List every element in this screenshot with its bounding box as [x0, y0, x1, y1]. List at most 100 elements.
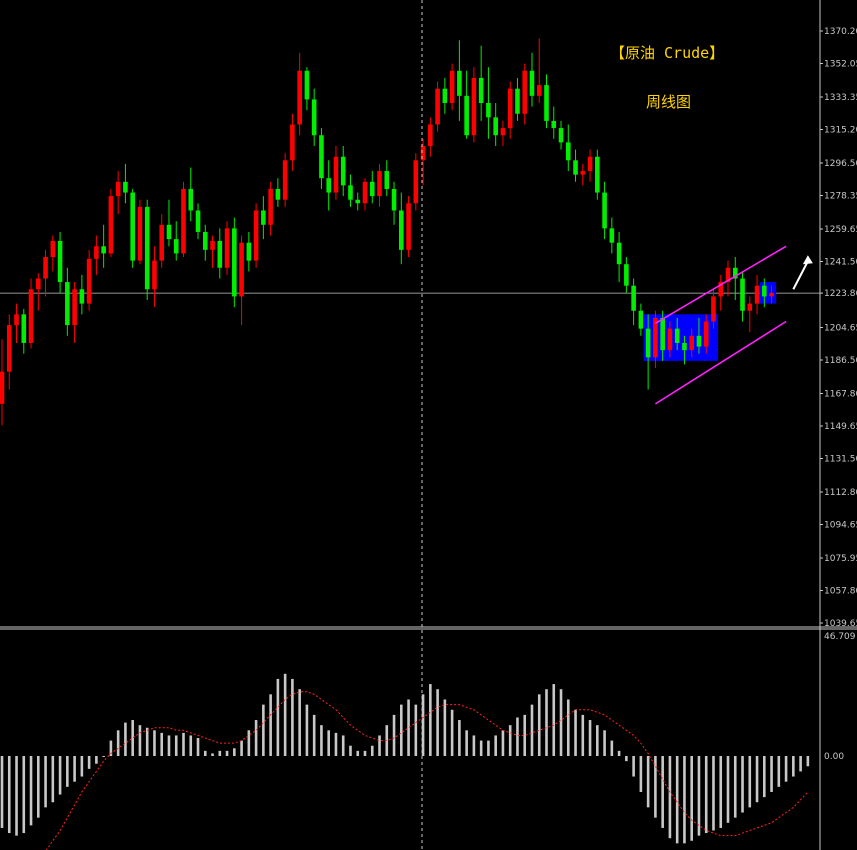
candle: [595, 149, 600, 200]
macd-histogram-bar: [138, 725, 142, 756]
candle-body: [94, 246, 99, 259]
candle-body: [297, 70, 302, 125]
candle-body: [195, 210, 201, 232]
up-arrow-shaft: [792, 260, 809, 290]
price-tick-label: 1241.50: [824, 257, 857, 267]
macd-histogram-bar: [537, 694, 541, 756]
candle: [362, 178, 368, 211]
macd-histogram-bar: [661, 756, 664, 828]
macd-tick-label: 0.00: [824, 752, 844, 762]
macd-histogram-bar: [291, 678, 294, 756]
candle: [166, 199, 172, 247]
candle: [123, 163, 128, 204]
candle-body: [602, 192, 607, 229]
macd-histogram-bar: [697, 756, 701, 836]
candle: [333, 145, 339, 200]
candle: [732, 257, 738, 301]
candle-body: [493, 117, 498, 136]
candle: [181, 181, 186, 258]
candle: [718, 274, 724, 311]
candle-body: [101, 246, 106, 254]
candle-body: [348, 185, 353, 200]
candle-body: [544, 85, 549, 121]
candle-body: [253, 210, 259, 261]
candle: [246, 231, 252, 272]
price-tick-label: 1296.50: [824, 159, 857, 169]
candle-body: [384, 171, 390, 189]
candle-body: [515, 88, 520, 114]
macd-histogram-bar: [356, 750, 360, 756]
macd-histogram-bar: [741, 756, 744, 813]
candle: [261, 196, 266, 240]
macd-histogram-bar: [479, 740, 483, 756]
macd-histogram-bar: [370, 745, 374, 756]
candle: [689, 328, 694, 358]
macd-histogram-bar: [80, 756, 84, 777]
candle-body: [500, 128, 506, 136]
macd-histogram-bar: [160, 732, 164, 756]
candle-body: [406, 203, 411, 250]
macd-histogram-bar: [15, 756, 18, 836]
candle: [36, 273, 41, 311]
macd-histogram-bar: [704, 756, 708, 834]
macd-histogram-bar: [552, 684, 556, 756]
candle-body: [747, 303, 753, 311]
macd-histogram-bar: [632, 756, 635, 777]
macd-histogram-bar: [450, 709, 454, 756]
candle: [464, 70, 469, 139]
candle: [536, 38, 542, 103]
candle-body: [631, 285, 636, 311]
macd-histogram-bar: [668, 756, 672, 839]
macd-histogram-bar: [617, 750, 621, 756]
macd-histogram-bar: [683, 756, 686, 844]
macd-histogram-bar: [799, 756, 802, 772]
macd-histogram-bar: [145, 727, 149, 756]
macd-histogram-bar: [153, 730, 156, 756]
candle-body: [624, 264, 629, 286]
macd-histogram-bar: [675, 756, 679, 844]
candle-body: [660, 317, 665, 351]
candle: [711, 289, 716, 329]
candle-body: [304, 70, 310, 100]
macd-histogram-bar: [37, 756, 40, 818]
candle: [384, 160, 390, 197]
price-tick-label: 1112.80: [824, 488, 857, 498]
candle-body: [239, 242, 244, 297]
candle-body: [362, 181, 368, 204]
candle: [667, 321, 673, 358]
macd-histogram-bar: [690, 756, 693, 841]
candle-body: [769, 292, 774, 297]
price-tick-label: 1223.86: [824, 289, 857, 299]
candle-body: [740, 278, 745, 311]
macd-histogram-bar: [349, 745, 352, 756]
candle-body: [6, 325, 12, 372]
candle-body: [369, 181, 375, 197]
macd-histogram-bar: [240, 740, 243, 756]
candle: [449, 63, 455, 111]
candle-body: [449, 70, 455, 103]
macd-histogram-bar: [559, 689, 563, 756]
candle-body: [595, 156, 600, 193]
candle: [14, 303, 19, 343]
macd-histogram-bar: [646, 756, 650, 808]
candle: [725, 260, 731, 297]
candle: [486, 67, 491, 139]
candle-body: [587, 156, 593, 172]
macd-histogram-bar: [588, 720, 592, 756]
macd-histogram-bar: [116, 730, 120, 756]
candle: [28, 278, 34, 349]
candle-body: [529, 70, 535, 96]
macd-histogram-bar: [51, 756, 55, 803]
macd-histogram-bar: [66, 756, 69, 787]
macd-histogram-bar: [298, 689, 301, 756]
candle: [21, 308, 27, 354]
macd-histogram-bar: [87, 756, 91, 769]
candle: [65, 267, 70, 336]
candle-body: [536, 85, 542, 96]
candle: [173, 221, 179, 261]
candle-body: [428, 124, 433, 146]
candle: [551, 106, 557, 139]
macd-histogram-bar: [436, 689, 439, 756]
macd-histogram-bar: [429, 684, 432, 756]
channel-lower-line: [654, 320, 787, 405]
